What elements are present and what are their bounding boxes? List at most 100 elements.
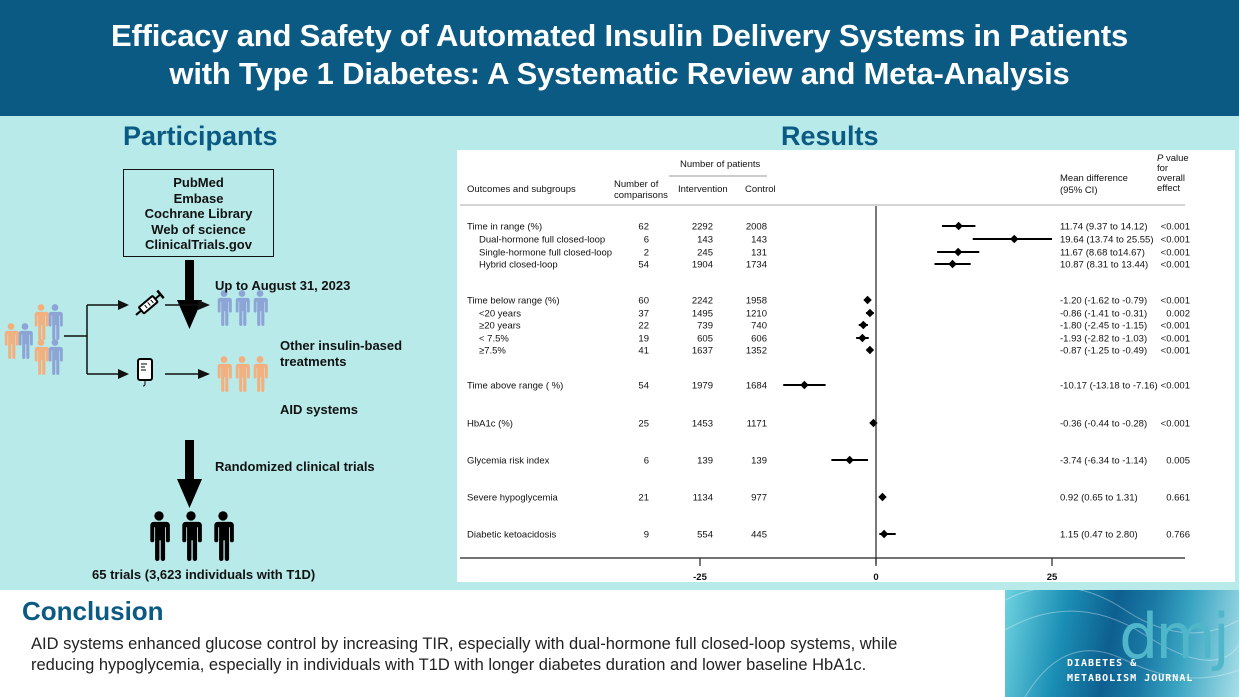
row-control: 1958 [746,296,767,307]
title-line-2: with Type 1 Diabetes: A Systematic Revie… [169,56,1070,91]
point-estimate [948,259,957,269]
row-comparisons: 41 [638,346,649,357]
row-control: 1684 [746,381,767,392]
row-intervention: 1979 [692,381,713,392]
x-tick-label: 25 [1047,572,1058,582]
row-comparisons: 54 [638,260,649,271]
database-item: PubMed [173,175,224,190]
row-comparisons: 60 [638,296,649,307]
table-row: HbA1c (%) 25 1453 1171 -0.36 (-0.44 to -0.28… [467,419,1190,430]
row-p-value: <0.001 [1161,296,1190,307]
point-estimate [879,529,889,539]
row-intervention: 554 [697,530,713,541]
header-comparisons-1: Number of [614,179,659,190]
header-outcome: Outcomes and subgroups [467,184,576,195]
point-estimate [859,320,868,330]
arrow-head-icon [198,300,210,310]
journal-logo: dmj DIABETES & METABOLISM JOURNAL [1005,590,1239,697]
header-patients-group: Number of patients [680,159,761,170]
header-banner: Efficacy and Safety of Automated Insulin… [0,0,1239,116]
row-p-value: 0.002 [1166,309,1190,320]
row-label: HbA1c (%) [467,419,513,430]
point-estimate [845,455,854,465]
header-p-2: for [1157,163,1168,174]
aid-systems-label: AID systems [280,402,359,417]
table-row: ≥7.5% 41 1637 1352 -0.87 (-1.25 to -0.49) <0.… [479,346,1190,357]
row-comparisons: 21 [638,493,649,504]
insulin-pump-icon [137,358,153,387]
row-p-value: 0.661 [1166,493,1190,504]
conclusion-title: Conclusion [22,596,164,626]
row-intervention: 1134 [693,493,713,504]
row-intervention: 739 [697,321,713,332]
point-estimate [865,308,875,318]
arrow-head-icon [198,369,210,379]
table-row: Single-hormone full closed-loop 2 245 131 11… [479,248,1190,259]
row-mean-difference: -1.80 (-2.45 to -1.15) [1060,321,1147,332]
conclusion-line-1: AID systems enhanced glucose control by … [31,635,898,653]
row-control: 131 [751,248,767,259]
row-label: Single-hormone full closed-loop [479,248,612,259]
row-intervention: 143 [697,235,713,246]
point-estimate [953,247,963,257]
row-p-value: <0.001 [1161,346,1190,357]
row-intervention: 1904 [692,260,713,271]
row-control: 1210 [746,309,767,320]
point-estimate [1010,234,1019,244]
row-control: 143 [751,235,767,246]
row-control: 445 [751,530,767,541]
row-p-value: 0.005 [1166,456,1190,467]
row-p-value: 0.766 [1166,530,1190,541]
row-comparisons: 62 [638,222,649,233]
row-comparisons: 25 [638,419,649,430]
row-label: Diabetic ketoacidosis [467,530,556,541]
table-row: ≥20 years 22 739 740 -1.80 (-2.45 to -1.15) <… [479,321,1190,332]
database-item: ClinicalTrials.gov [145,237,252,252]
results-title: Results [781,121,879,151]
row-mean-difference: -0.36 (-0.44 to -0.28) [1060,419,1147,430]
row-control: 1734 [746,260,767,271]
row-mean-difference: 11.67 (8.68 to14.67) [1060,248,1145,259]
header-md-1: Mean difference [1060,173,1128,184]
trial-participants-icon [150,511,234,561]
trial-design-label: Randomized clinical trials [215,459,375,474]
down-arrow-icon [177,260,202,329]
table-row: <20 years 37 1495 1210 -0.86 (-1.41 to -0.31… [479,309,1190,320]
point-estimate [865,345,875,355]
point-estimate [858,333,867,343]
table-row: < 7.5% 19 605 606 -1.93 (-2.82 to -1.03) <0.0… [479,334,1190,345]
row-intervention: 139 [697,456,713,467]
conclusion-line-2: reducing hypoglycemia, especially in ind… [31,656,867,674]
table-row: Time above range ( %) 54 1979 1684 -10.17 (-… [467,381,1190,392]
row-p-value: <0.001 [1161,235,1190,246]
row-p-value: <0.001 [1161,381,1190,392]
syringe-icon [135,289,165,316]
row-intervention: 1637 [692,346,713,357]
journal-name-line1: DIABETES & [1067,658,1138,669]
table-row: Severe hypoglycemia 21 1134 977 0.92 (0.65 t… [467,493,1190,504]
header-p-4: effect [1157,183,1180,194]
row-mean-difference: -10.17 (-13.18 to -7.16) [1060,381,1158,392]
row-p-value: <0.001 [1161,419,1190,430]
database-box: PubMed Embase Cochrane Library Web of sc… [123,169,274,257]
row-p-value: <0.001 [1161,321,1190,332]
point-estimate [878,492,887,502]
row-mean-difference: -0.86 (-1.41 to -0.31) [1060,309,1147,320]
header-md-2: (95% CI) [1060,185,1097,196]
table-row: Time in range (%) 62 2292 2008 11.74 (9.37 t… [467,222,1190,233]
branch-connector [64,304,120,375]
row-mean-difference: -3.74 (-6.34 to -1.14) [1060,456,1147,467]
table-row: Hybrid closed-loop 54 1904 1734 10.87 (8.31 … [479,260,1190,271]
row-intervention: 245 [697,248,713,259]
row-label: Time above range ( %) [467,381,563,392]
row-comparisons: 6 [644,235,649,246]
journal-abbrev: dmj [1119,600,1230,673]
row-intervention: 2242 [692,296,713,307]
conclusion-text: AID systems enhanced glucose control by … [31,634,1021,676]
row-comparisons: 54 [638,381,649,392]
row-comparisons: 22 [638,321,649,332]
row-p-value: <0.001 [1161,248,1190,259]
row-intervention: 1495 [692,309,713,320]
control-group-icon [217,290,268,326]
table-row: Time below range (%) 60 2242 1958 -1.20 (-1.… [467,296,1190,307]
